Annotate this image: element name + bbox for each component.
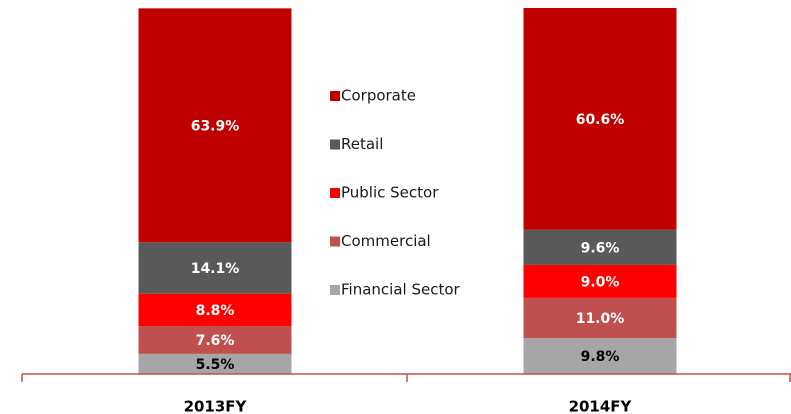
value-label: 9.6% (581, 240, 620, 256)
legend-label: Corporate (341, 87, 416, 105)
value-label: 9.0% (581, 274, 620, 290)
legend-label: Financial Sector (341, 281, 461, 299)
bar-segment (138, 326, 292, 354)
value-label: 7.6% (196, 333, 235, 349)
value-label: 14.1% (191, 261, 240, 277)
bar-segment (523, 264, 677, 298)
legend-swatch (330, 188, 340, 198)
bar-segment (138, 293, 292, 327)
legend-swatch (330, 91, 340, 101)
value-label: 63.9% (191, 118, 240, 134)
value-label: 8.8% (196, 303, 235, 319)
legend-swatch (330, 139, 340, 150)
bar-segment (138, 8, 292, 243)
x-tick-label: 2013FY (184, 398, 248, 414)
bar-segment (523, 8, 677, 230)
value-label: 9.8% (581, 349, 620, 365)
bar-segment (138, 353, 292, 374)
legend-label: Commercial (341, 232, 431, 250)
value-label: 60.6% (576, 112, 625, 128)
bar-segment (138, 242, 292, 294)
legend-swatch (330, 285, 340, 295)
x-tick-label: 2014FY (569, 398, 633, 414)
legend-label: Retail (341, 135, 383, 153)
legend-label: Public Sector (341, 184, 439, 202)
bar-segment (523, 229, 677, 265)
bar-segment (523, 297, 677, 339)
bar-segment (523, 338, 677, 374)
value-label: 11.0% (576, 311, 625, 327)
value-label: 5.5% (196, 357, 235, 373)
legend-swatch (330, 236, 340, 247)
